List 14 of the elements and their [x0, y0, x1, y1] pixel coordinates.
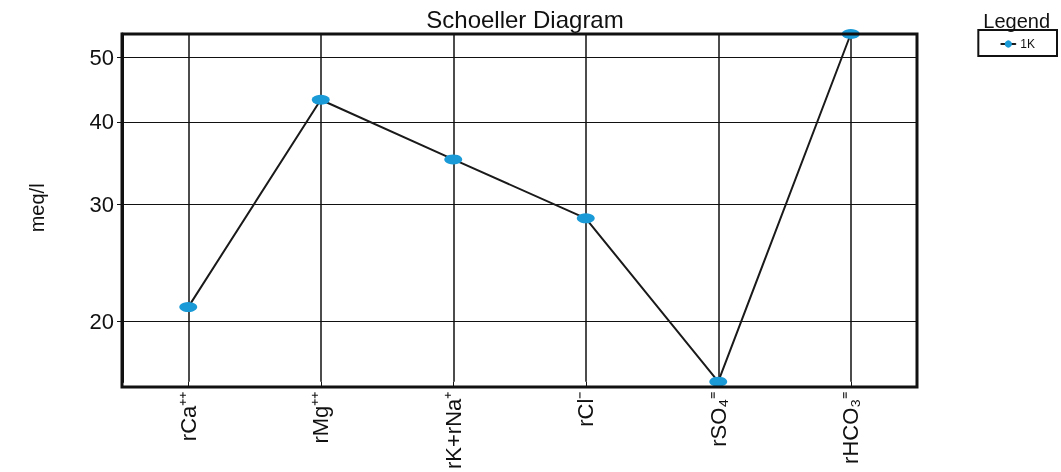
x-tick-label: rHCO₃⁼: [838, 391, 864, 464]
x-tick-label: rMg⁺⁺: [308, 391, 334, 444]
x-tick-label: rCl⁻: [573, 391, 599, 427]
x-tick-label: rSO₄⁼: [705, 391, 731, 447]
y-tick-label: 40: [89, 109, 114, 135]
y-tick-label: 20: [89, 308, 114, 334]
x-tick-label: rCa⁺⁺: [175, 391, 201, 442]
legend-title: Legend: [983, 10, 1051, 32]
y-axis-title: meq/l: [26, 183, 48, 233]
y-tick-label: 30: [89, 192, 114, 218]
legend-label: 1K: [1020, 37, 1036, 51]
x-tick-label: rK+rNa⁺: [440, 391, 466, 469]
chart-title: Schoeller Diagram: [426, 5, 624, 33]
y-tick-label: 50: [89, 45, 114, 71]
